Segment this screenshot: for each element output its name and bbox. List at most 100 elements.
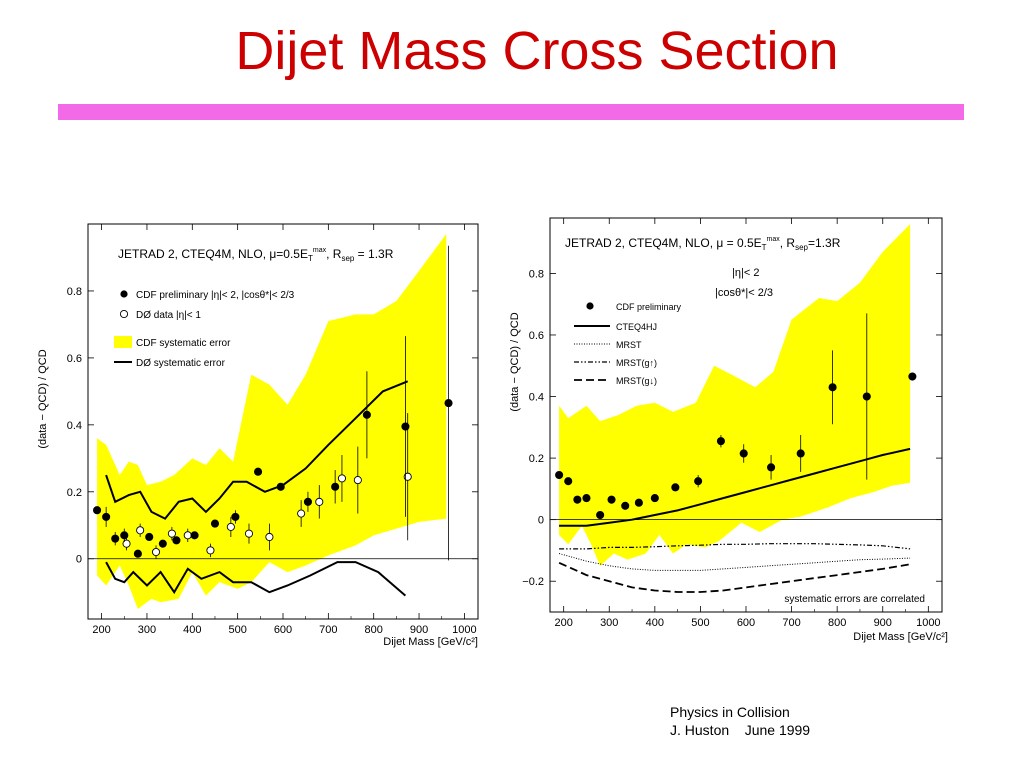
d0-data-point (265, 532, 274, 542)
legend-cdf-band-swatch (114, 336, 132, 348)
x-tick-label: 600 (274, 624, 292, 636)
mrst-gdown-curve (558, 561, 911, 593)
x-tick-label: 300 (600, 617, 618, 629)
cdf-data-point (862, 392, 871, 401)
d0-data-point (403, 472, 412, 481)
cdf-data-point (694, 477, 703, 486)
legend-d0-band-label: DØ systematic error (136, 358, 226, 369)
y-tick-label: 0 (538, 515, 544, 527)
footer-credit: Physics in Collision J. Huston June 1999 (670, 703, 810, 739)
x-tick-label: 900 (874, 617, 892, 629)
legend-cdf-label: CDF preliminary |η|< 2, |cosθ*|< 2/3 (136, 290, 295, 301)
cdf-data-point (158, 539, 167, 548)
x-tick-label: 500 (228, 624, 246, 636)
x-tick-label: 500 (691, 617, 709, 629)
d0-systematic-lower (105, 561, 407, 597)
correlation-note: systematic errors are correlated (784, 594, 925, 605)
d0-data-point (226, 522, 235, 531)
x-tick-label: 200 (554, 617, 572, 629)
cdf-data-point (210, 519, 220, 528)
d0-data-point (337, 474, 347, 483)
page-title: Dijet Mass Cross Section (235, 21, 839, 81)
x-tick-label: 300 (138, 624, 156, 636)
d0-data-point (136, 526, 145, 535)
cdf-data-point (767, 463, 776, 472)
y-tick-label: 0.8 (529, 268, 544, 280)
footer-author-date: J. Huston June 1999 (670, 722, 811, 738)
x-axis-label: Dijet Mass [GeV/c²] (383, 636, 478, 648)
chart-header: JETRAD 2, CTEQ4M, NLO, μ=0.5ETmax, Rsep … (118, 247, 394, 263)
legend-d0-marker (119, 309, 129, 319)
d0-data-point (122, 539, 131, 548)
chart-header: JETRAD 2, CTEQ4M, NLO, μ = 0.5ETmax, Rse… (565, 236, 841, 252)
cdf-data-point (254, 467, 263, 476)
chart-right: 200 300 400 500 600 700 800 900 1000 −0.2 0 0.2 0.4 0… (509, 217, 948, 643)
cdf-data-point (739, 449, 748, 458)
cdf-data-point (303, 497, 312, 506)
cdf-data-point (828, 383, 837, 392)
d0-data-point (206, 546, 215, 555)
legend-cteq4hj-label: CTEQ4HJ (616, 322, 657, 332)
x-tick-label: 700 (782, 617, 800, 629)
x-tick-label: 400 (646, 617, 664, 629)
legend-mrst-gup-label: MRST(g↑) (616, 358, 657, 368)
cdf-data-point (172, 536, 181, 545)
cdf-data-point (908, 372, 917, 381)
y-tick-label: 0.4 (529, 392, 544, 404)
cdf-data-point (362, 410, 371, 419)
chart-right-panel: 200 300 400 500 600 700 800 900 1000 −0.2 0 0.2 0.4 0… (509, 212, 954, 652)
d0-data-point (315, 497, 324, 506)
x-tick-label: 1000 (916, 617, 940, 629)
cdf-data-point (133, 549, 142, 558)
x-axis-label: Dijet Mass [GeV/c²] (853, 631, 948, 643)
cdf-data-point (671, 483, 680, 492)
cdf-data-point (276, 482, 285, 491)
x-tick-label: 700 (319, 624, 337, 636)
cdf-data-point (634, 498, 643, 507)
legend-cdf-band-label: CDF systematic error (136, 338, 231, 349)
legend-cdf-marker (120, 290, 128, 298)
cdf-data-point (650, 494, 659, 503)
mrst-curve (558, 553, 911, 571)
x-tick-label: 800 (828, 617, 846, 629)
d0-data-point (244, 529, 254, 538)
cdf-data-point (573, 495, 582, 504)
cdf-data-point (621, 501, 630, 510)
legend-cdf-label: CDF preliminary (616, 302, 682, 312)
legend-d0-label: DØ data |η|< 1 (136, 310, 201, 321)
cdf-data-point (111, 534, 120, 543)
y-tick-label: 0.6 (67, 353, 82, 365)
cteq4hj-curve (559, 447, 911, 527)
y-axis-label: (data − QCD) / QCD (38, 349, 49, 448)
cdf-data-point (145, 532, 154, 542)
cdf-data-point (231, 512, 240, 521)
cdf-data-point (596, 510, 605, 520)
y-tick-label: 0.4 (67, 420, 82, 432)
cut-cos-label: |cosθ*|< 2/3 (715, 287, 773, 299)
cut-eta-label: |η|< 2 (732, 267, 759, 279)
cdf-data-point (120, 531, 129, 540)
d0-data-point (151, 548, 161, 557)
cdf-data-point (190, 531, 199, 540)
cdf-systematic-band (559, 224, 911, 566)
cdf-data-point (331, 482, 340, 491)
cdf-data-point (444, 399, 453, 408)
legend-mrst-gdown-label: MRST(g↓) (616, 376, 657, 386)
d0-systematic-upper (105, 380, 409, 520)
title-underline-bar (58, 104, 964, 120)
x-tick-label: 400 (183, 624, 201, 636)
x-tick-label: 800 (365, 624, 383, 636)
cdf-systematic-band (97, 234, 447, 609)
y-axis-label: (data − QCD) / QCD (510, 312, 521, 411)
x-tick-label: 1000 (452, 624, 476, 636)
legend-mrst-label: MRST (616, 340, 642, 350)
footer-conference: Physics in Collision (670, 704, 790, 720)
chart-left: 200 300 400 500 600 700 800 900 1000 0 0.2 0.4 0.6 0.… (37, 223, 479, 648)
y-tick-label: 0 (76, 554, 82, 566)
cdf-data-point (716, 437, 725, 446)
x-tick-label: 600 (737, 617, 755, 629)
x-tick-label: 200 (92, 624, 110, 636)
cdf-data-point (582, 494, 591, 503)
d0-data-point (167, 529, 176, 538)
cdf-data-point (93, 506, 102, 515)
